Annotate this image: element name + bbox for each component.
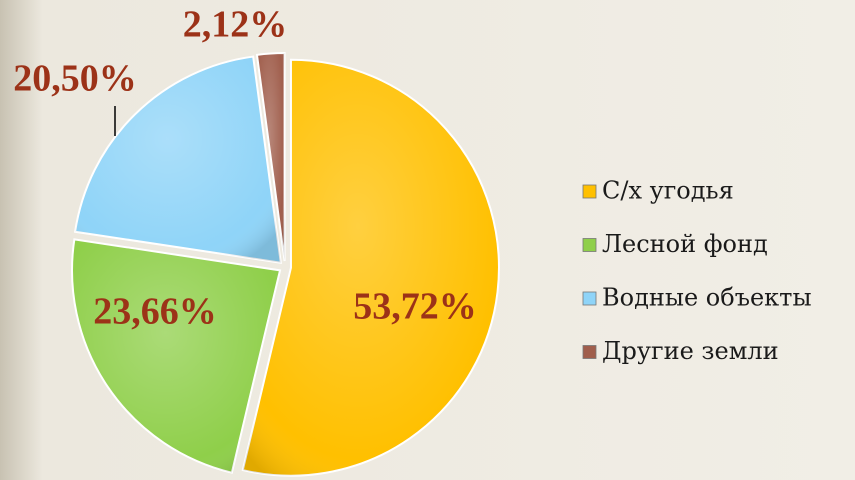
slice-shade <box>242 59 499 476</box>
slice-shade <box>75 56 281 263</box>
slice-shade <box>72 239 281 473</box>
data-label: 2,12% <box>183 4 288 46</box>
legend-swatch <box>582 291 597 306</box>
legend-label: С/х угодья <box>602 177 734 205</box>
legend-label: Лесной фонд <box>602 230 768 258</box>
legend-swatch <box>582 184 597 199</box>
legend-swatch <box>582 238 597 252</box>
legend-label: Водные объекты <box>602 284 812 312</box>
slice-shade <box>256 53 285 262</box>
legend-label: Другие земли <box>602 337 779 365</box>
data-label: 20,50% <box>13 58 137 100</box>
data-labels: 53,72% 23,66% 20,50% 2,12% <box>13 4 477 333</box>
data-label: 23,66% <box>93 291 217 333</box>
pie <box>71 52 500 477</box>
data-label: 53,72% <box>353 286 477 328</box>
legend-swatch <box>582 345 597 359</box>
legend: С/х угодья Лесной фонд Водные объекты Други… <box>582 177 812 365</box>
